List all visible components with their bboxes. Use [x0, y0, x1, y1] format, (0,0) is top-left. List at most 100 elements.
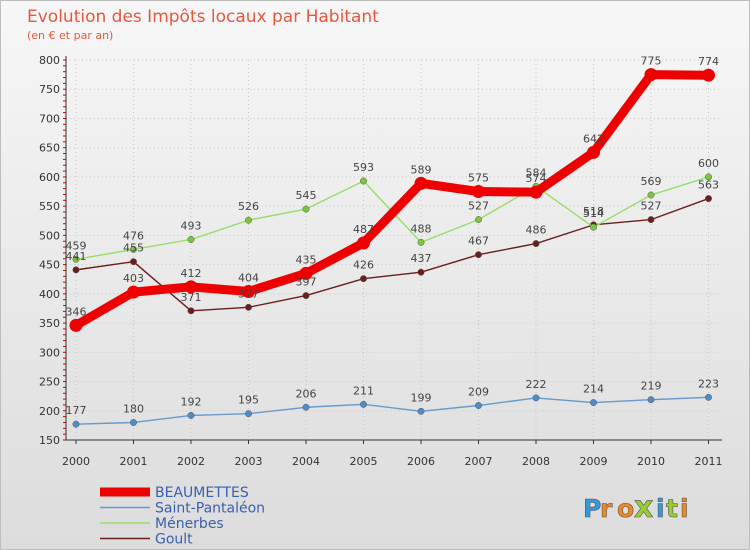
data-point-saint-pantaleon	[245, 410, 252, 418]
data-point-beaumettes	[127, 285, 140, 299]
data-label-beaumettes: 642	[583, 132, 604, 145]
data-point-beaumettes	[414, 176, 428, 190]
data-point-beaumettes	[357, 236, 370, 250]
data-label-goult: 397	[296, 276, 317, 289]
data-label-goult: 441	[66, 250, 87, 263]
data-label-beaumettes: 435	[296, 253, 317, 266]
brand-letter: i	[656, 494, 665, 523]
data-point-goult	[532, 240, 540, 248]
data-point-menerbes	[245, 216, 252, 224]
axis-layer: 150 200 250 300 350 400 450 500 550 600 650 700 750 8…	[39, 54, 723, 468]
data-point-goult	[647, 216, 655, 224]
x-tick-label: 2002	[177, 455, 205, 468]
data-point-menerbes	[302, 205, 310, 213]
series-line-goult	[75, 197, 710, 312]
data-point-goult	[417, 268, 425, 276]
x-tick-label: 2000	[62, 455, 90, 468]
data-point-goult	[72, 266, 80, 274]
data-label-goult: 455	[123, 242, 144, 255]
data-label-menerbes: 569	[641, 175, 662, 188]
data-point-menerbes	[417, 238, 425, 246]
data-label-saint-pantaleon: 209	[468, 386, 489, 399]
data-label-beaumettes: 412	[181, 267, 202, 280]
data-label-menerbes: 600	[698, 157, 719, 170]
data-label-menerbes: 493	[181, 219, 202, 232]
legend-label: Goult	[155, 532, 193, 548]
data-point-saint-pantaleon	[360, 400, 367, 408]
series-line-beaumettes	[71, 70, 713, 330]
x-tick-label: 2010	[637, 455, 665, 468]
data-point-menerbes	[647, 191, 655, 199]
data-label-menerbes: 514	[583, 207, 604, 220]
data-label-beaumettes: 589	[411, 163, 432, 176]
data-label-menerbes: 545	[296, 189, 317, 202]
chart-title: Evolution des Impôts locaux par Habitant	[27, 7, 379, 27]
x-tick-label: 2001	[120, 455, 148, 468]
y-tick-label: 750	[39, 83, 60, 96]
data-label-saint-pantaleon: 180	[123, 402, 144, 415]
data-point-beaumettes	[472, 185, 485, 199]
data-label-saint-pantaleon: 177	[66, 404, 87, 417]
data-point-goult	[245, 303, 252, 311]
data-point-saint-pantaleon	[475, 402, 482, 409]
y-tick-label: 300	[39, 346, 60, 359]
y-tick-label: 700	[39, 112, 60, 125]
data-label-saint-pantaleon: 219	[641, 380, 662, 393]
data-label-goult: 467	[468, 235, 489, 248]
data-point-saint-pantaleon	[302, 403, 310, 411]
data-point-menerbes	[72, 255, 80, 263]
data-label-goult: 563	[698, 179, 719, 192]
data-label-beaumettes: 346	[66, 305, 87, 318]
data-label-goult: 486	[526, 224, 547, 237]
data-label-beaumettes: 774	[698, 55, 719, 68]
data-point-goult	[187, 307, 195, 315]
y-tick-label: 650	[39, 142, 60, 155]
data-point-saint-pantaleon	[130, 419, 137, 426]
brand-letter: x	[634, 490, 653, 525]
data-label-beaumettes: 404	[238, 272, 259, 285]
x-tick-label: 2004	[292, 455, 320, 468]
data-point-menerbes	[187, 236, 195, 243]
data-label-menerbes: 526	[238, 200, 259, 213]
x-tick-label: 2006	[407, 455, 435, 468]
data-label-goult: 527	[641, 200, 662, 213]
y-tick-label: 550	[39, 200, 60, 213]
data-point-menerbes	[590, 223, 597, 231]
data-point-beaumettes	[184, 280, 198, 294]
data-label-beaumettes: 487	[353, 223, 374, 236]
data-label-goult: 371	[181, 291, 202, 304]
data-label-beaumettes: 775	[641, 55, 662, 68]
data-label-saint-pantaleon: 222	[526, 378, 547, 391]
data-point-goult	[475, 251, 482, 259]
data-point-beaumettes	[242, 285, 255, 299]
data-point-saint-pantaleon	[72, 420, 80, 428]
data-point-saint-pantaleon	[705, 393, 712, 401]
x-tick-label: 2011	[695, 455, 723, 468]
brand-logo: Pr o x i t i	[583, 490, 689, 526]
data-point-saint-pantaleon	[647, 396, 655, 404]
brand-letter: t	[666, 494, 678, 523]
data-label-saint-pantaleon: 192	[181, 395, 202, 408]
series-layer	[69, 68, 715, 428]
data-point-saint-pantaleon	[187, 411, 195, 419]
x-tick-label: 2005	[350, 455, 378, 468]
data-label-beaumettes: 574	[526, 172, 547, 185]
data-point-menerbes	[360, 177, 367, 185]
data-label-goult: 518	[583, 205, 604, 218]
data-label-goult: 426	[353, 259, 374, 272]
data-label-menerbes: 488	[411, 222, 432, 235]
data-point-goult	[130, 258, 137, 266]
y-tick-label: 200	[39, 405, 60, 418]
data-point-goult	[705, 195, 712, 203]
data-label-saint-pantaleon: 195	[238, 394, 259, 407]
data-label-saint-pantaleon: 206	[296, 387, 317, 400]
data-label-menerbes: 593	[353, 161, 374, 174]
brand-letter: o	[617, 494, 634, 523]
x-tick-label: 2003	[235, 455, 263, 468]
data-label-menerbes: 527	[468, 200, 489, 213]
data-point-goult	[360, 275, 367, 283]
data-point-menerbes	[130, 245, 137, 253]
